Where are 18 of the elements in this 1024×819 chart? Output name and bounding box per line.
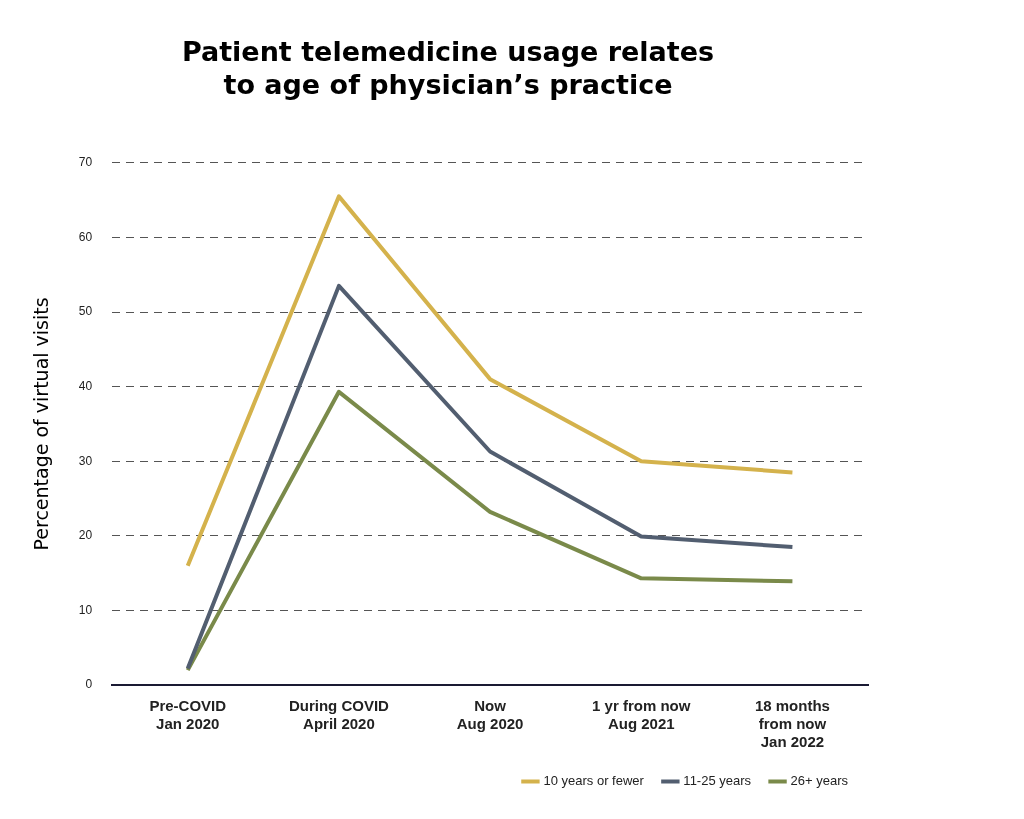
y-tick-label: 40 [78,378,93,393]
y-tick-label: 10 [78,602,93,617]
x-tick-label: Pre-COVID Jan 2020 [149,697,227,733]
y-tick-label: 70 [78,155,93,170]
chart-title: Patient telemedicine usage relates to age of physician’s practice [181,36,715,100]
y-axis-title: Percentage of virtual visits [30,297,53,551]
y-tick-label: 0 [85,677,93,692]
x-tick-label: During COVID April 2020 [288,697,390,733]
x-tick-label: 18 months from now Jan 2022 [754,697,830,751]
x-tick-label: Now Aug 2020 [456,697,524,733]
legend-label: 11-25 years [683,773,752,789]
y-tick-label: 60 [78,229,93,244]
y-tick-label: 50 [78,304,93,319]
x-tick-label: 1 yr from now Aug 2021 [592,697,691,733]
y-tick-label: 30 [78,453,93,468]
legend-label: 26+ years [790,773,849,789]
y-tick-label: 20 [78,528,93,543]
legend-label: 10 years or fewer [543,773,645,789]
